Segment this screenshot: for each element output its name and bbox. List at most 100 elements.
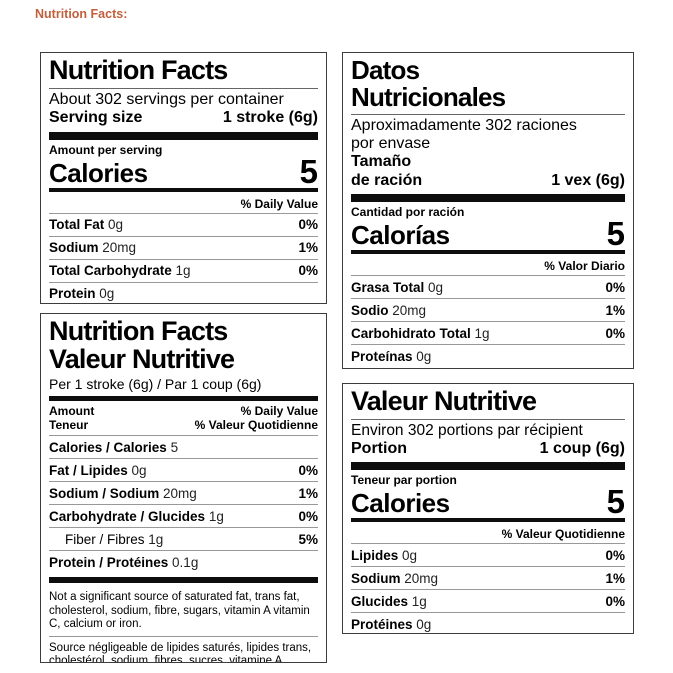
- divider: [49, 87, 318, 89]
- nutrient-name: Fiber / Fibres: [65, 531, 145, 547]
- daily-value-header: % Valeur Quotidienne: [501, 527, 625, 542]
- nutrient-row: Glucides 1g 0%: [351, 590, 625, 614]
- nutrient-name-amount: Sodio 20mg: [351, 303, 426, 318]
- calories-label: Calories: [49, 157, 148, 188]
- label-title-line1: Datos: [351, 55, 420, 85]
- calories-row: Calories / Calories 5: [49, 436, 318, 460]
- label-title: Valeur Nutritive: [351, 386, 537, 416]
- nutrient-name-amount: Fiber / Fibres 1g: [65, 532, 163, 547]
- calories-row: Calories 5: [351, 485, 625, 519]
- nutrient-row: Total Fat 0g 0%: [49, 214, 318, 237]
- label-title: Nutrition Facts: [49, 55, 228, 85]
- nutrient-row: Carbohidrato Total 1g 0%: [351, 322, 625, 346]
- nutrient-name: Carbohidrato Total: [351, 325, 471, 341]
- footnote-french: Source négligeable de lipides saturés, l…: [49, 641, 312, 663]
- nutrient-rows: Total Fat 0g 0% Sodium 20mg 1% Total Car…: [49, 212, 318, 303]
- nutrient-row: Fat / Lipides 0g 0%: [49, 459, 318, 483]
- divider: [49, 635, 318, 637]
- amount-per-serving: Teneur par portion: [351, 473, 457, 487]
- nutrient-row: Sodio 20mg 1%: [351, 299, 625, 323]
- thick-rule: [351, 462, 625, 470]
- serving-size-label: Portion: [351, 439, 407, 457]
- dv-header-line1: % Daily Value: [240, 403, 318, 418]
- divider: [351, 113, 625, 115]
- nutrition-label-french: Valeur Nutritive Environ 302 portions pa…: [342, 383, 634, 634]
- nutrient-amount: 0g: [131, 462, 147, 478]
- serving-size-label: Serving size: [49, 109, 143, 127]
- calories-label: Calories: [351, 488, 450, 519]
- nutrient-name: Sodium: [351, 570, 401, 586]
- medium-rule: [49, 395, 318, 401]
- amount-dv-header: Amount Teneur % Daily Value % Valeur Quo…: [49, 404, 318, 433]
- nutrient-row: Sodium 20mg 1%: [351, 567, 625, 591]
- nutrient-dv: 0%: [605, 547, 625, 563]
- nutrient-amount: 1g: [474, 325, 490, 341]
- nutrient-rows: Grasa Total 0g 0% Sodio 20mg 1% Carbohid…: [351, 275, 625, 367]
- nutrient-amount: 1g: [411, 593, 427, 609]
- serving-size-row: Serving size 1 stroke (6g): [49, 109, 318, 127]
- amount-header-line1: Amount: [49, 403, 95, 418]
- nutrient-name: Carbohydrate / Glucides: [49, 508, 206, 524]
- nutrient-amount: 1g: [148, 531, 164, 547]
- calories-label: Calorías: [351, 220, 450, 251]
- nutrition-label-english: Nutrition Facts About 302 servings per c…: [40, 52, 327, 304]
- nutrient-name-amount: Carbohydrate / Glucides 1g: [49, 509, 224, 524]
- label-title: Nutrition Facts Valeur Nutritive: [49, 316, 318, 374]
- thick-rule: [49, 131, 318, 140]
- nutrient-row: Protéines 0g: [351, 613, 625, 633]
- nutrition-label-spanish: Datos Nutricionales Aproximadamente 302 …: [342, 52, 634, 369]
- calories-value: 5: [299, 152, 318, 190]
- nutrient-dv: 1%: [605, 570, 625, 586]
- nutrient-row: Sodium / Sodium 20mg 1%: [49, 482, 318, 506]
- nutrient-dv: 0%: [605, 279, 625, 295]
- calories-value: 5: [606, 215, 625, 253]
- nutrient-name: Protein: [49, 286, 96, 302]
- nutrient-name-amount: Protéines 0g: [351, 617, 431, 632]
- nutrient-amount: 0.1g: [172, 554, 199, 570]
- daily-value-header: % Daily Value: [240, 196, 318, 211]
- servings-per-container: Aproximadamente 302 raciones por envase: [351, 117, 625, 154]
- serving-size-row: Per 1 stroke (6g) / Par 1 coup (6g): [49, 375, 262, 392]
- divider: [351, 418, 625, 420]
- nutrient-dv: 1%: [298, 485, 318, 501]
- nutrient-amount: 1g: [175, 263, 191, 279]
- daily-value-header: % Valor Diario: [544, 259, 625, 274]
- nutrient-name: Total Carbohydrate: [49, 263, 172, 279]
- servings-line2: por envase: [351, 134, 431, 152]
- nutrient-dv: 1%: [298, 240, 318, 256]
- calories-row: Calorías 5: [351, 215, 625, 253]
- nutrient-name: Sodium: [49, 240, 99, 256]
- nutrient-name: Proteínas: [351, 348, 413, 364]
- nutrient-name-amount: Total Carbohydrate 1g: [49, 263, 191, 278]
- nutrient-row: Protein / Protéines 0.1g: [49, 551, 318, 573]
- nutrient-name-amount: Lipides 0g: [351, 548, 417, 563]
- nutrient-amount: 0g: [416, 348, 432, 364]
- nutrient-amount: 0g: [99, 286, 115, 302]
- nutrient-name: Total Fat: [49, 217, 105, 233]
- nutrient-name-amount: Calories / Calories 5: [49, 440, 178, 455]
- label-title-line2: Nutricionales: [351, 81, 506, 112]
- calories-row: Calories 5: [49, 152, 318, 190]
- nutrient-rows: Calories / Calories 5 Fat / Lipides 0g 0…: [49, 435, 318, 573]
- nutrient-name: Sodium / Sodium: [49, 485, 160, 501]
- nutrient-amount: 0g: [108, 217, 124, 233]
- nutrient-amount: 20mg: [163, 485, 197, 501]
- nutrient-name-amount: Protein 0g: [49, 286, 114, 301]
- nutrient-name-amount: Sodium 20mg: [351, 571, 438, 586]
- serving-size-label: Tamaño de ración: [351, 153, 422, 190]
- nutrient-amount: 20mg: [404, 570, 439, 586]
- nutrient-amount: 20mg: [102, 240, 137, 256]
- nutrient-name: Protein / Protéines: [49, 554, 169, 570]
- nutrient-row: Proteínas 0g: [351, 345, 625, 367]
- serving-size-value: 1 stroke (6g): [222, 109, 318, 127]
- label-title-line1: Nutrition Facts: [49, 316, 228, 346]
- nutrient-name: Protéines: [351, 616, 413, 632]
- amount-header-line2: Teneur: [49, 417, 89, 432]
- calories-value: 5: [170, 439, 179, 455]
- amount-per-serving: Cantidad por ración: [351, 205, 465, 220]
- thick-rule: [49, 577, 318, 584]
- nutrient-row-sub: Fiber / Fibres 1g 5%: [49, 528, 318, 552]
- nutrient-name: Sodio: [351, 302, 389, 318]
- nutrient-dv: 0%: [298, 217, 318, 233]
- footnote-english: Not a significant source of saturated fa…: [49, 591, 310, 631]
